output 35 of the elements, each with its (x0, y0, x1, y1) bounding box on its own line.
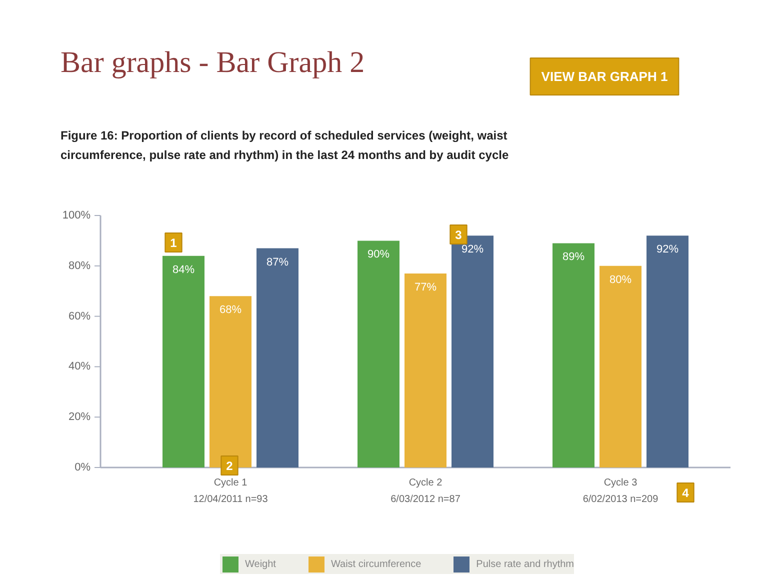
annotation: 1 (170, 236, 178, 250)
bar (162, 256, 204, 468)
legend-label: Waist circumference (330, 558, 422, 570)
annotation: 2 (226, 459, 234, 473)
y-tick-label: 60% (68, 310, 91, 322)
y-tick-label: 40% (68, 360, 91, 373)
bar (404, 273, 446, 468)
chart-subtitle: Figure 16: Proportion of clients by record of scheduled services (weight, waist circumference, pulse rate and rhythm) in the last 24 months and by audit cycle (60, 128, 509, 162)
data-label: 77% (414, 281, 437, 294)
legend-label: Weight (245, 558, 276, 570)
bar (600, 266, 642, 468)
x-tick-label: Cycle 2 6/03/2012 n=87 (390, 478, 461, 505)
data-label: 92% (656, 244, 679, 256)
bar (646, 236, 688, 468)
data-label: 90% (367, 248, 390, 261)
data-label: 68% (219, 304, 242, 316)
data-label: 87% (266, 256, 289, 268)
text: VIEW BAR GRAPH 1 (541, 69, 668, 84)
x-tick-label: Cycle 1 12/04/2011 n=93 (193, 478, 268, 505)
bar (358, 240, 400, 468)
chart-title: Bar graphs - Bar Graph 2 (60, 46, 365, 79)
bar (256, 248, 298, 468)
legend-label: Pulse rate and rhythm (476, 558, 574, 570)
data-label: 84% (172, 264, 195, 276)
x-tick-label: Cycle 3 6/02/2013 n=209 (582, 478, 659, 505)
text: 4 (682, 486, 690, 500)
annotation: 3 (455, 228, 462, 242)
bar (552, 243, 594, 468)
data-label: 92% (461, 244, 484, 256)
y-tick-label: 100% (62, 210, 91, 222)
data-label: 80% (609, 274, 632, 286)
y-tick-label: 20% (68, 411, 91, 424)
data-label: 89% (562, 251, 585, 264)
y-tick-label: 0% (74, 462, 91, 474)
y-tick-label: 80% (68, 260, 91, 272)
